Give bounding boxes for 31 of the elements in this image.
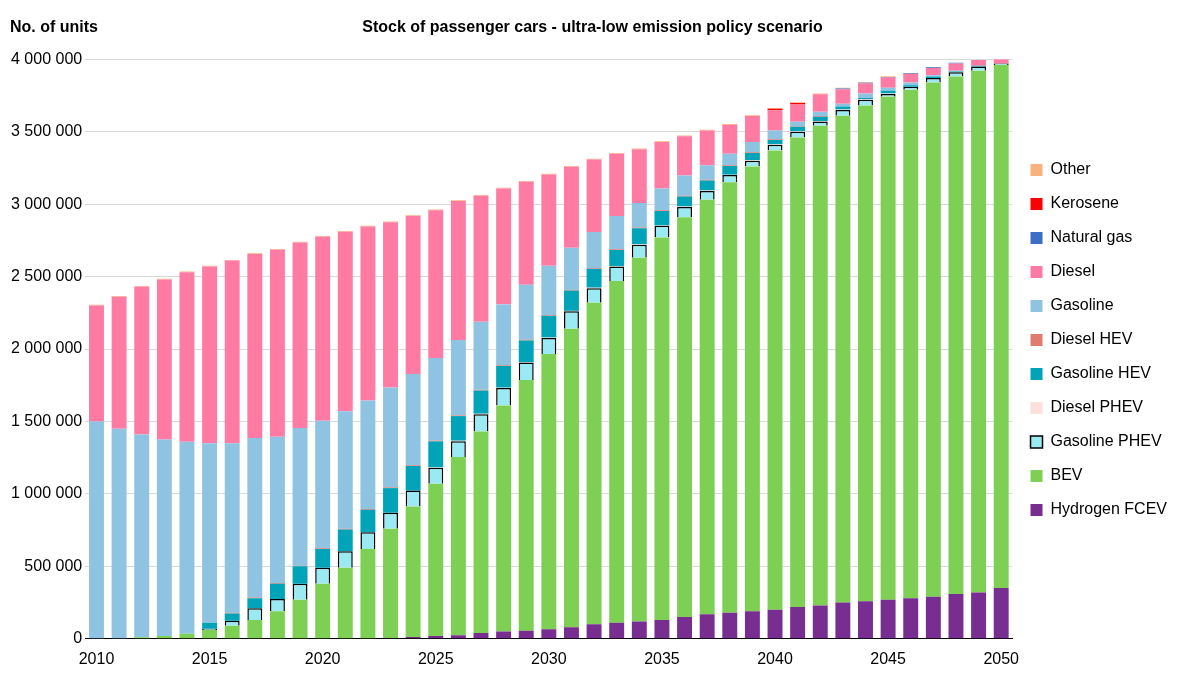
legend-label: Diesel HEV <box>1050 330 1133 348</box>
x-tick-label: 2015 <box>191 649 228 667</box>
y-tick-label: 2 000 000 <box>10 339 83 357</box>
legend-label: Kerosene <box>1050 194 1120 212</box>
y-tick-label: 3 500 000 <box>10 122 83 140</box>
y-tick-label: 4 000 000 <box>10 49 83 67</box>
legend-label: Natural gas <box>1050 228 1133 246</box>
y-tick-label: 3 000 000 <box>10 194 83 212</box>
legend-label: Other <box>1050 160 1092 178</box>
y-tick-label: 1 000 000 <box>10 484 83 502</box>
legend-label: Diesel PHEV <box>1050 398 1144 416</box>
legend-label: BEV <box>1050 466 1083 484</box>
x-tick-label: 2010 <box>78 649 115 667</box>
x-tick-label: 2020 <box>304 649 341 667</box>
x-tick-label: 2035 <box>644 649 680 667</box>
legend-label: Diesel <box>1050 262 1095 280</box>
legend-label: Gasoline <box>1050 296 1114 314</box>
chart-title: Stock of passenger cars - ultra-low emission policy scenario <box>362 18 824 36</box>
x-tick-label: 2045 <box>870 649 907 667</box>
legend-label: Gasoline HEV <box>1050 364 1152 382</box>
legend-label: Hydrogen FCEV <box>1050 500 1168 518</box>
x-tick-label: 2025 <box>417 649 454 667</box>
y-tick-label: 2 500 000 <box>10 266 83 284</box>
y-axis-title: No. of units <box>10 18 99 36</box>
x-tick-label: 2050 <box>983 649 1020 667</box>
legend-label: Gasoline PHEV <box>1050 432 1162 450</box>
y-tick-label: 500 000 <box>24 556 83 574</box>
x-tick-label: 2030 <box>531 649 567 667</box>
y-tick-label: 1 500 000 <box>10 411 83 429</box>
x-tick-label: 2040 <box>757 649 793 667</box>
y-tick-label: 0 <box>73 629 83 647</box>
